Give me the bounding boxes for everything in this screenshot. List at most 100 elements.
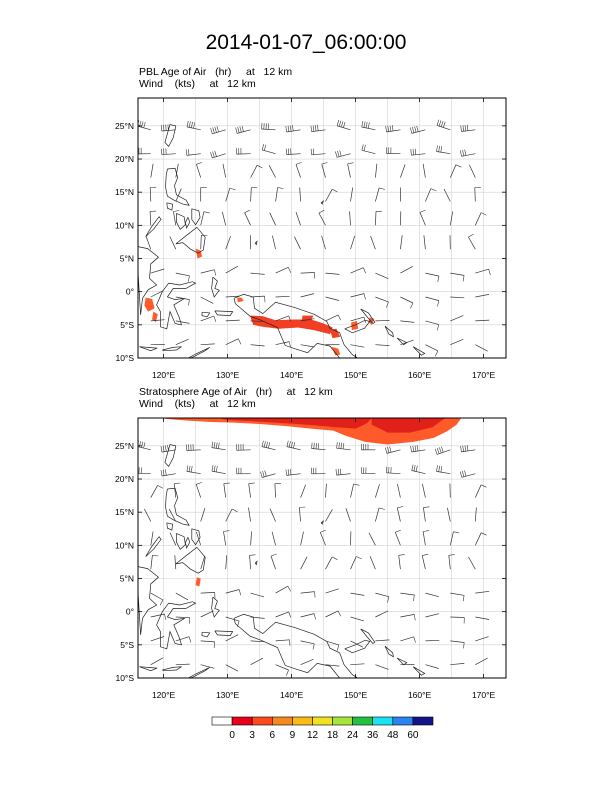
coastline bbox=[166, 202, 173, 211]
colorbar-label: 3 bbox=[249, 730, 255, 741]
barb-feather bbox=[188, 275, 190, 282]
wind-barb bbox=[250, 531, 252, 546]
barb-feather bbox=[413, 636, 416, 643]
coastline bbox=[412, 346, 426, 356]
barb-feather bbox=[173, 210, 180, 212]
barb-feather bbox=[338, 120, 342, 127]
barb-feather bbox=[295, 162, 302, 165]
wind-barb bbox=[336, 447, 351, 451]
wind-barb bbox=[475, 636, 489, 642]
wind-barb bbox=[447, 507, 451, 522]
wind-barb bbox=[300, 613, 315, 618]
barb-feather bbox=[262, 471, 265, 477]
wind-barb bbox=[375, 484, 380, 498]
barb-feather bbox=[436, 145, 438, 152]
wind-barb bbox=[150, 163, 154, 178]
wind-barb bbox=[275, 611, 289, 618]
barb-feather bbox=[397, 506, 404, 509]
wind-barb bbox=[425, 296, 439, 301]
wind-barb bbox=[225, 555, 228, 570]
wind-barb bbox=[169, 236, 177, 250]
barb-feather bbox=[218, 442, 220, 449]
colorbar-label: 36 bbox=[367, 730, 379, 741]
wind-barb bbox=[175, 320, 190, 324]
wind-barb bbox=[350, 187, 354, 202]
age-of-air-plume bbox=[237, 297, 244, 303]
barb-feather bbox=[188, 636, 192, 643]
barb-feather bbox=[363, 317, 366, 323]
barb-feather bbox=[289, 125, 292, 132]
wind-barb bbox=[394, 532, 401, 546]
wind-barb bbox=[175, 616, 190, 619]
colorbar-label: 6 bbox=[270, 730, 276, 741]
wind-barb bbox=[349, 211, 351, 226]
barb-feather bbox=[385, 447, 388, 454]
barb-feather bbox=[337, 150, 340, 157]
barb-feather bbox=[391, 125, 394, 132]
barb-feather bbox=[239, 126, 242, 133]
coastline bbox=[185, 537, 191, 549]
wind-barb bbox=[450, 272, 465, 276]
wind-barb bbox=[449, 531, 454, 546]
wind-barb bbox=[200, 640, 215, 643]
lon-label: 160°E bbox=[408, 370, 432, 380]
barb-feather bbox=[317, 124, 319, 131]
wind-barb bbox=[300, 484, 307, 498]
colorbar-swatch bbox=[231, 716, 253, 726]
wind-barb bbox=[475, 319, 490, 322]
wind-barb bbox=[436, 151, 451, 155]
wind-barb bbox=[423, 507, 426, 522]
wind-barb bbox=[169, 532, 177, 546]
coastline bbox=[396, 337, 408, 346]
barb-feather bbox=[292, 125, 294, 132]
barb-feather bbox=[434, 448, 438, 455]
barb-feather bbox=[310, 148, 312, 155]
barb-feather bbox=[365, 121, 368, 128]
barb-feather bbox=[336, 119, 340, 126]
wind-barb bbox=[325, 664, 340, 667]
wind-barb bbox=[200, 296, 214, 304]
barb-feather bbox=[410, 445, 412, 453]
barb-feather bbox=[185, 149, 188, 156]
wind-barb bbox=[375, 344, 390, 346]
barb-feather bbox=[423, 530, 430, 532]
wind-barb bbox=[350, 592, 365, 596]
coastline bbox=[191, 208, 201, 226]
wind-barb bbox=[150, 319, 165, 322]
barb-feather bbox=[141, 441, 144, 448]
map-frame bbox=[137, 417, 507, 679]
barb-feather bbox=[157, 485, 163, 489]
wind-barb bbox=[275, 585, 288, 594]
wind-barb bbox=[475, 294, 490, 298]
coastline bbox=[176, 213, 186, 230]
age-of-air-core bbox=[250, 315, 333, 335]
wind-barb bbox=[221, 211, 227, 226]
wind-barb bbox=[449, 211, 454, 226]
barb-feather bbox=[152, 555, 159, 557]
barb-feather bbox=[410, 149, 412, 156]
wind-barb bbox=[319, 532, 326, 546]
wind-barb bbox=[300, 556, 308, 570]
wind-barb bbox=[223, 483, 227, 498]
barb-feather bbox=[263, 441, 266, 448]
barb-feather bbox=[293, 442, 296, 449]
wind-barb bbox=[375, 272, 389, 280]
coastline bbox=[156, 281, 197, 330]
wind-barb bbox=[350, 267, 364, 274]
barb-feather bbox=[462, 595, 465, 602]
barb-feather bbox=[213, 465, 216, 472]
barb-feather bbox=[313, 613, 316, 620]
coastline bbox=[165, 487, 190, 526]
barb-feather bbox=[288, 441, 291, 448]
coastline bbox=[138, 246, 160, 315]
wind-barb bbox=[150, 613, 165, 618]
lat-label: 20°N bbox=[115, 154, 134, 164]
coastline bbox=[185, 217, 191, 229]
barb-feather bbox=[410, 127, 413, 134]
barb-feather bbox=[210, 128, 213, 134]
lat-label: 10°N bbox=[115, 540, 134, 550]
coastline bbox=[344, 319, 371, 334]
colorbar-label: 48 bbox=[387, 730, 399, 741]
barb-feather bbox=[480, 484, 487, 488]
wind-barb bbox=[225, 265, 239, 274]
